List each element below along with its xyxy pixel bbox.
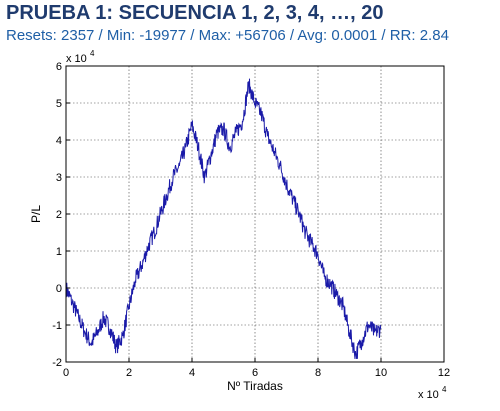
- x-tick-label: 8: [315, 367, 321, 379]
- y-axis-ticks: -2 -1 0 1 2 3 4 5 6: [52, 61, 70, 369]
- y-tick-label: 6: [56, 61, 62, 73]
- x-axis-label: Nº Tiradas: [227, 379, 283, 393]
- y-tick-label: 3: [56, 172, 62, 184]
- x-tick-label: 6: [252, 367, 258, 379]
- chart-title: PRUEBA 1: SECUENCIA 1, 2, 3, 4, …, 20: [6, 2, 384, 24]
- grid-lines: [66, 66, 444, 362]
- y-exponent-power: 4: [90, 49, 95, 58]
- y-tick-label: 1: [56, 246, 62, 258]
- y-tick-label: -2: [52, 357, 62, 369]
- x-tick-label: 0: [63, 367, 69, 379]
- x-exponent-power: 4: [442, 385, 447, 394]
- y-tick-label: -1: [52, 320, 62, 332]
- y-tick-label: 5: [56, 98, 62, 110]
- x-tick-label: 12: [438, 367, 450, 379]
- x-axis-ticks: 0 2 4 6 8 10 12: [63, 358, 450, 379]
- y-axis-exponent: x 10 4: [66, 49, 95, 65]
- y-tick-label: 0: [56, 283, 62, 295]
- x-tick-label: 10: [375, 367, 387, 379]
- x-axis-exponent: x 10 4: [418, 385, 447, 401]
- y-tick-label: 4: [56, 135, 62, 147]
- x-tick-label: 4: [189, 367, 195, 379]
- x-exponent-base: x 10: [418, 389, 439, 401]
- y-exponent-base: x 10: [66, 53, 87, 65]
- series-line: [65, 78, 382, 360]
- chart-subtitle: Resets: 2357 / Min: -19977 / Max: +56706…: [6, 27, 449, 44]
- y-tick-label: 2: [56, 209, 62, 221]
- x-tick-label: 2: [126, 367, 132, 379]
- y-axis-label: P/L: [29, 205, 43, 223]
